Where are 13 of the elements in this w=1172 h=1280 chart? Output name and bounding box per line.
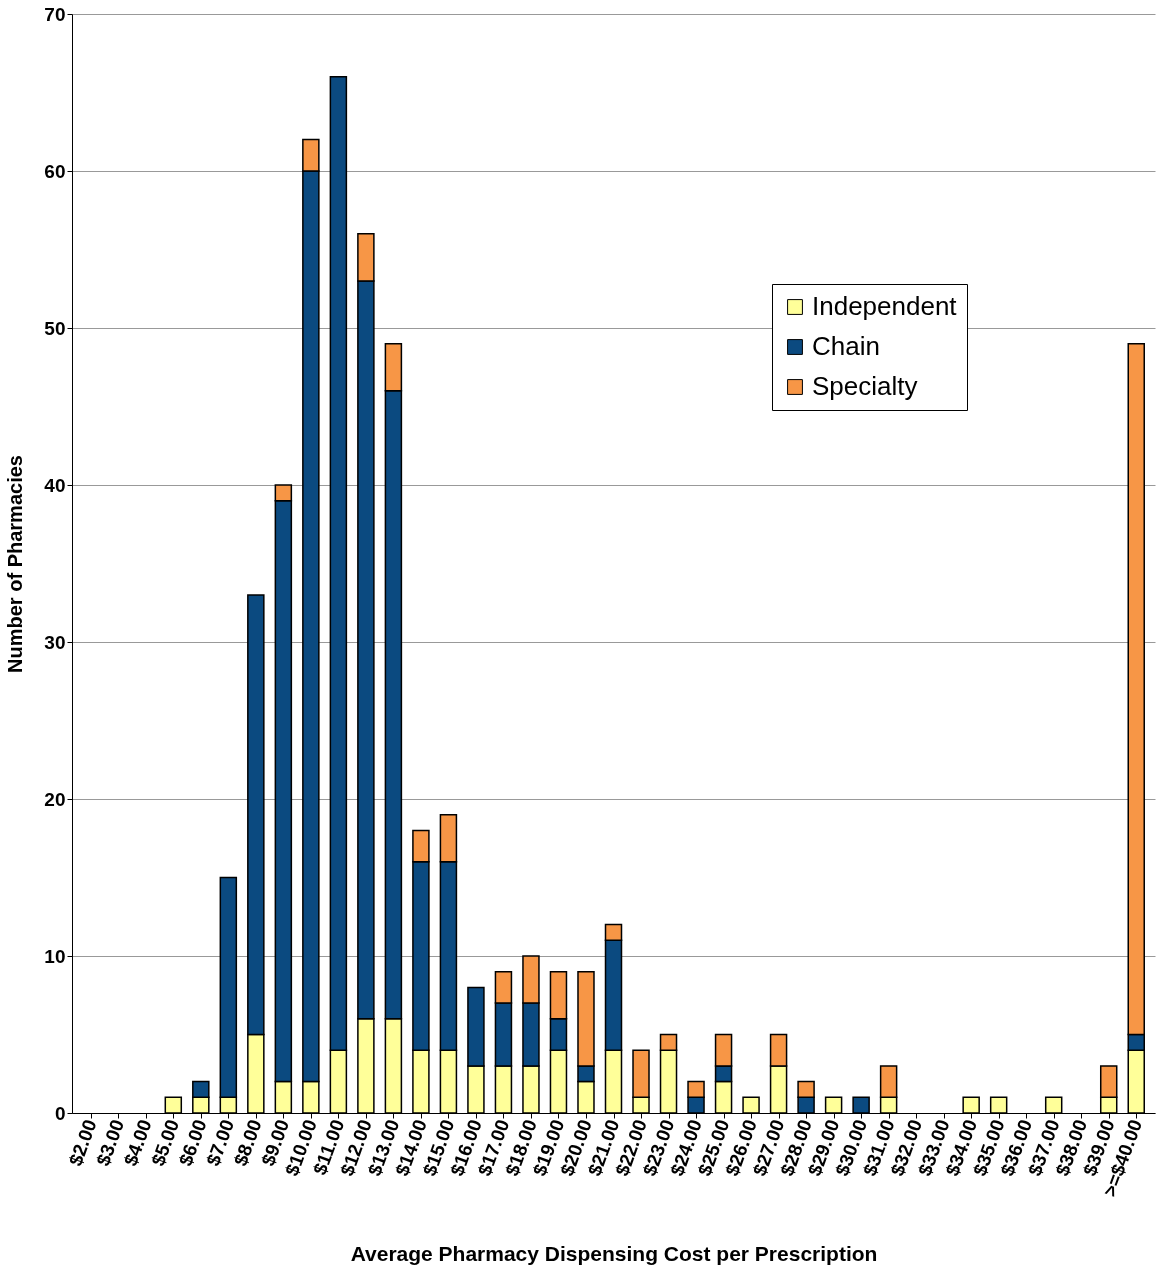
y-tick-label: 10: [44, 945, 66, 967]
y-tick-label: 50: [44, 317, 66, 339]
y-tick-label: 40: [44, 474, 66, 496]
y-tick-label: 0: [54, 1102, 66, 1124]
x-axis-title: Average Pharmacy Dispensing Cost per Prescription: [350, 1242, 878, 1266]
y-tick-label: 20: [44, 788, 66, 810]
y-tick-label: 60: [44, 160, 66, 182]
legend-label: Chain: [812, 331, 880, 361]
legend-label: Specialty: [812, 371, 918, 401]
legend-label: Independent: [812, 291, 958, 321]
y-axis-title: Number of Pharmacies: [4, 455, 27, 673]
y-tick-label: 30: [44, 631, 66, 653]
y-tick-label: 70: [44, 3, 66, 25]
